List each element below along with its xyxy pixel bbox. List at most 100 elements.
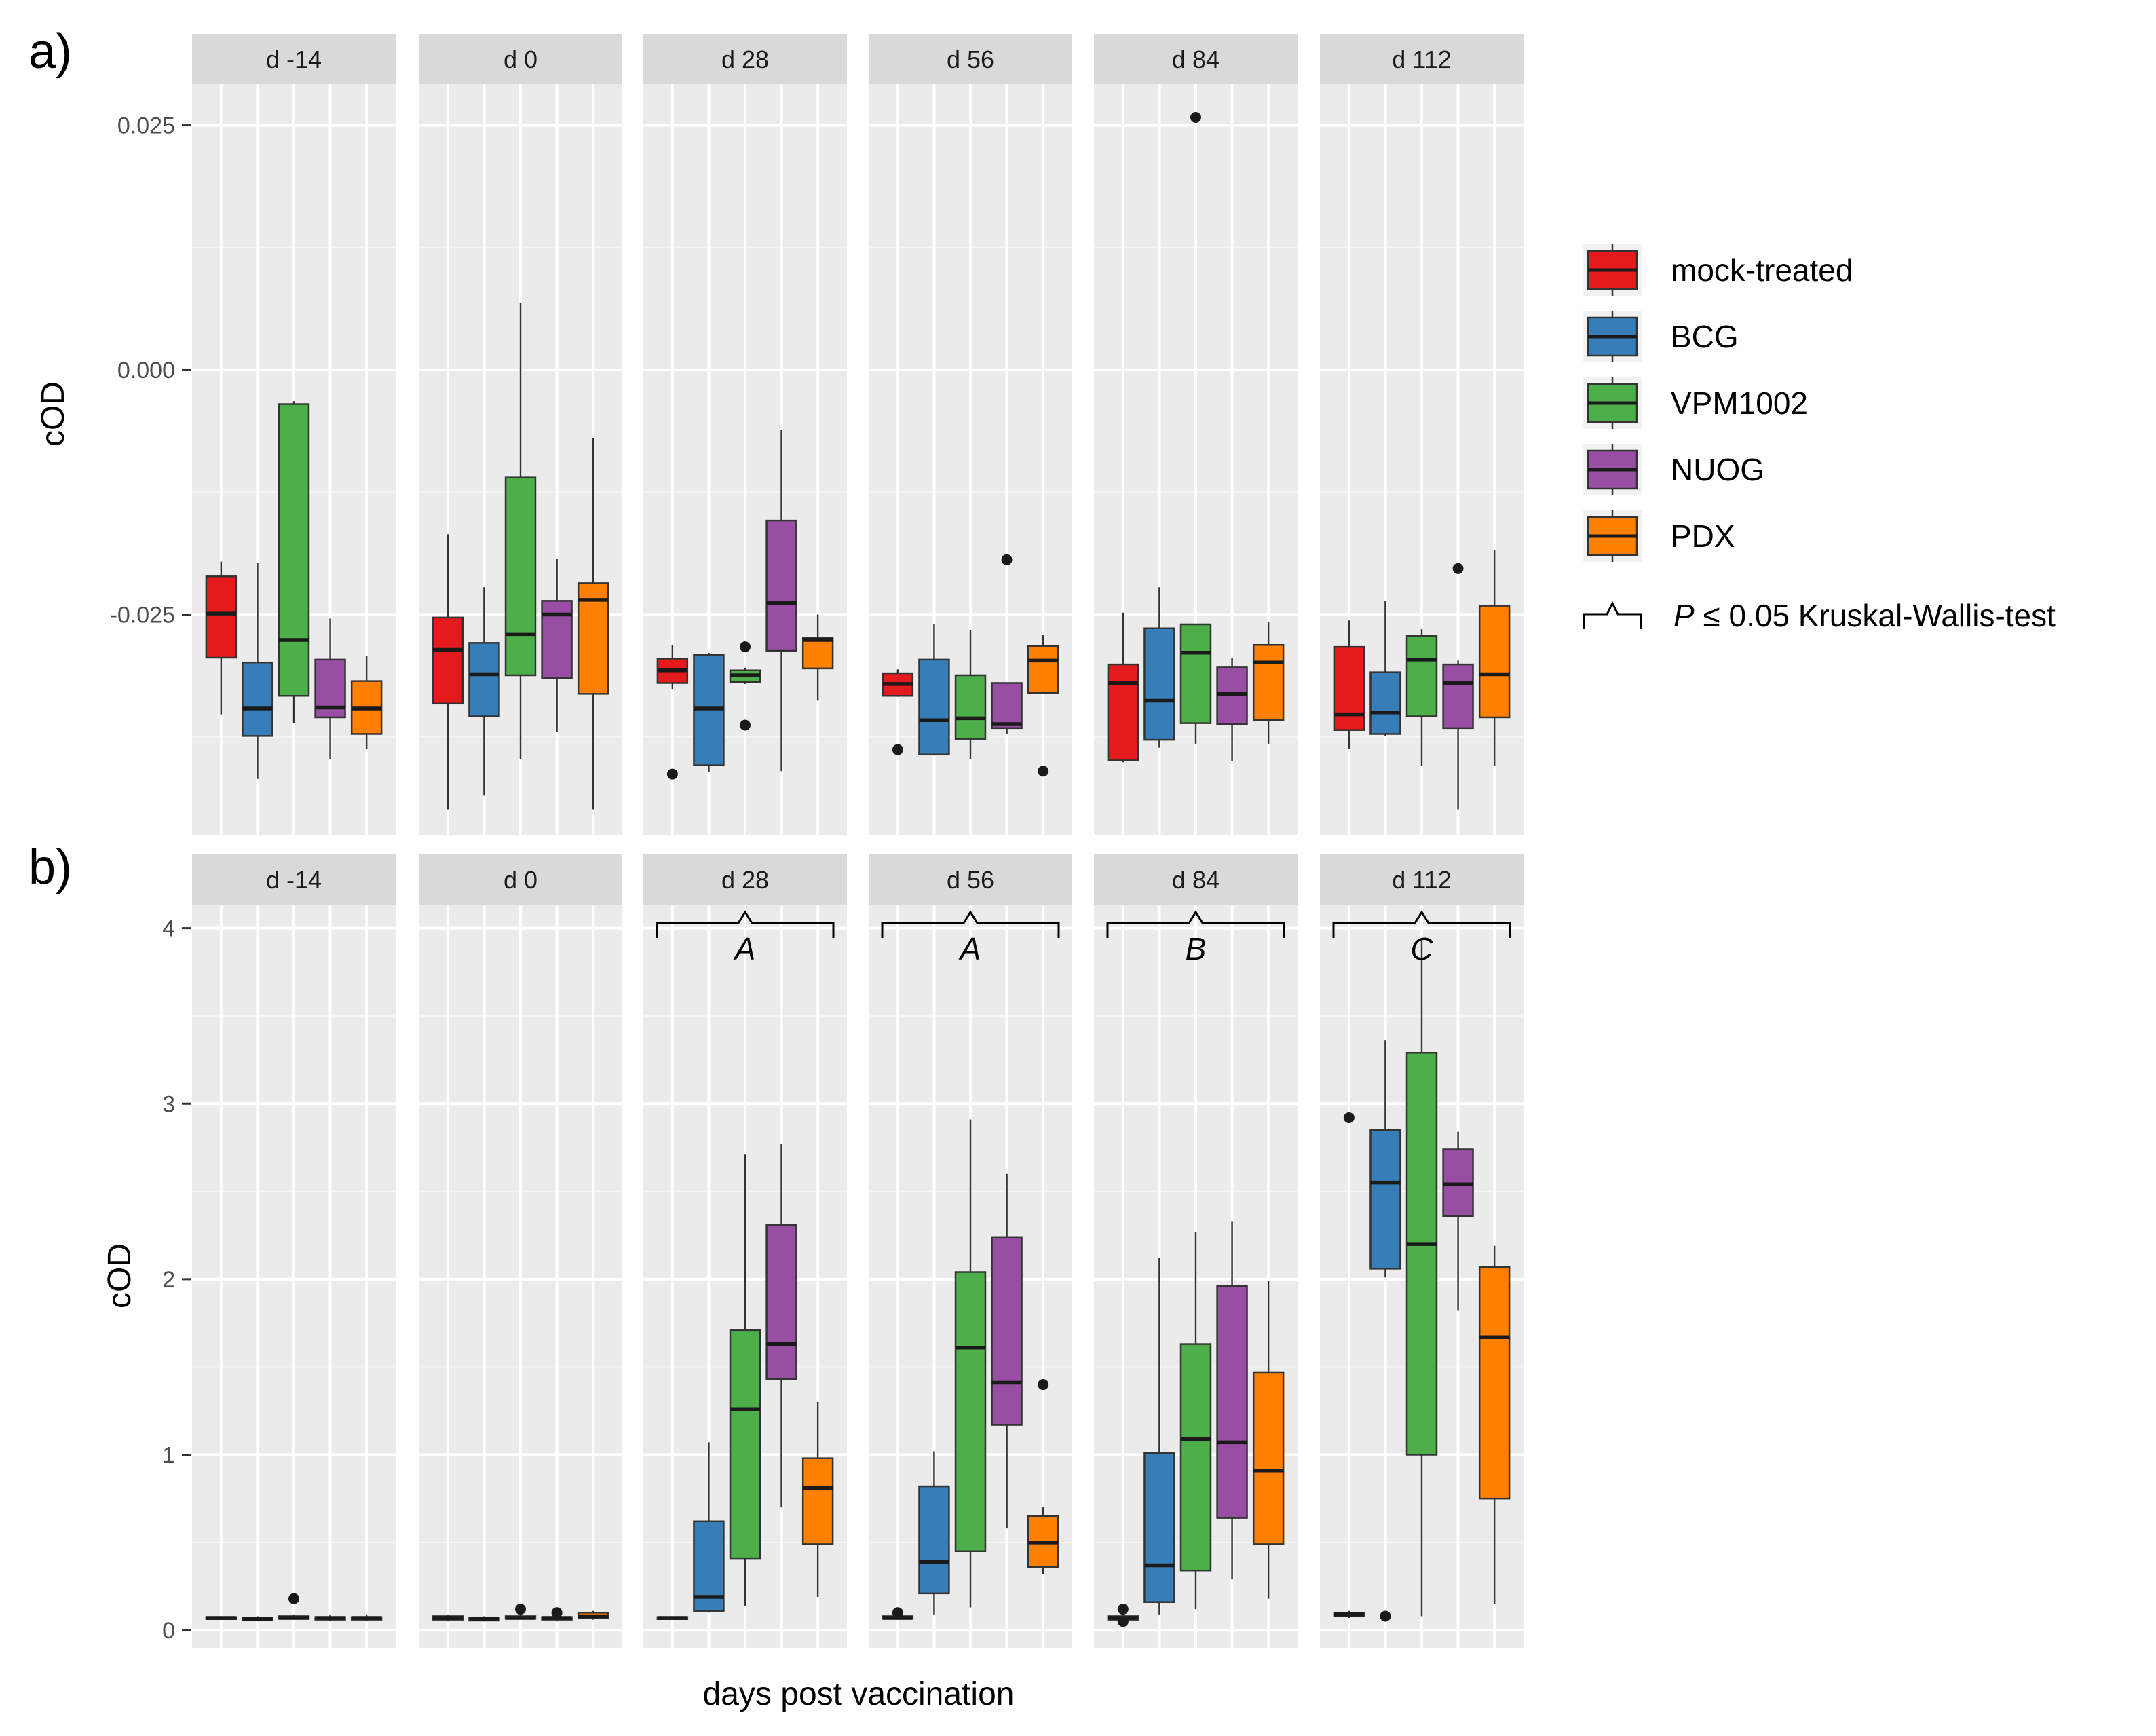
facet-strip [1094,854,1298,905]
box-iqr [765,519,797,652]
significance-letter: A [958,931,981,966]
facet-label: d -14 [266,866,322,894]
panel-b-label: b) [29,840,72,894]
box-iqr [1107,663,1139,761]
facet-strip [643,854,847,905]
facet-strip [869,34,1072,84]
legend-significance-label: ≤ 0.05 Kruskal-Wallis-test [1695,598,2056,633]
legend-label: NUOG [1671,452,1764,487]
y-tick-label: 2 [162,1267,175,1293]
box-iqr [468,642,500,717]
legend: mock-treated BCG VPM1002 NUOG PDX P ≤ 0.05 Kr… [1583,244,2056,633]
facet-label: d 28 [721,866,769,894]
facet-strip [643,34,847,84]
box-mock-treated [1333,620,1365,749]
facet-b-5: d 84 B [1094,854,1298,1648]
box-nuog [991,1173,1023,1529]
facet-strip [192,34,396,84]
box-bcg [468,1616,500,1622]
box-iqr [918,1485,950,1595]
legend-label: VPM1002 [1671,385,1808,421]
box-iqr [1478,605,1511,719]
box-iqr [1252,1371,1285,1545]
box-pdx [1027,1379,1059,1574]
box-iqr [1027,645,1059,694]
box-nuog [991,554,1023,734]
box-pdx [801,614,834,701]
outlier-point [1038,1379,1049,1391]
box-iqr [504,476,537,677]
box-nuog [765,1144,797,1508]
facet-label: d 56 [947,866,994,894]
facet-b-4: d 56 A [869,854,1072,1648]
legend-item-pdx: PDX [1583,510,1735,562]
significance-letter: C [1410,931,1433,966]
box-vpm1002 [954,1119,987,1608]
facet-label: d -14 [266,45,322,73]
legend-bracket-icon [1583,601,1642,629]
box-bcg [468,587,500,796]
box-pdx [1478,1245,1511,1604]
y-tick-label: 4 [162,916,175,942]
box-bcg [1369,601,1401,736]
significance-letter: B [1186,931,1207,966]
box-iqr [1478,1266,1511,1500]
y-tick-label: 0 [162,1618,175,1644]
y-tick-label: 3 [162,1091,175,1117]
box-pdx [1027,635,1059,777]
legend-label: BCG [1671,319,1739,354]
outlier-point [892,744,903,755]
box-iqr [991,682,1023,730]
box-iqr [954,1271,987,1553]
box-bcg [918,624,950,756]
box-mock-treated [656,1616,689,1620]
legend-item-nuog: NUOG [1583,444,1764,495]
box-iqr [1179,623,1212,724]
box-iqr [918,658,950,756]
facet-strip [1094,34,1298,84]
panel-a-plot: d -14 d 0 d 28 d 56 d 84 d 112 -0.025 0.000 0.02… [110,34,1524,835]
box-iqr [954,674,987,740]
facet-label: d 112 [1392,866,1451,894]
panel-b-xlabel: days post vaccination [703,1676,1015,1712]
legend-significance-p: P [1673,598,1695,633]
box-iqr [1252,644,1285,721]
box-nuog [1442,1131,1474,1311]
outlier-point [740,719,751,731]
outlier-point [551,1607,563,1619]
significance-bracket [656,910,835,938]
box-iqr [1405,635,1438,717]
facet-label: d 0 [504,866,537,894]
box-nuog [1216,1221,1248,1580]
outlier-point [1117,1616,1129,1627]
legend-item-vpm1002: VPM1002 [1583,377,1808,429]
box-iqr [1179,1343,1212,1572]
outlier-point [1038,766,1049,777]
box-mock-treated [656,645,689,780]
box-vpm1002 [729,641,761,731]
box-bcg [693,652,725,772]
panel-b-ylabel: cOD [102,1243,138,1308]
legend-significance: P ≤ 0.05 Kruskal-Wallis-test [1583,598,2056,633]
box-mock-treated [432,534,464,810]
legend-label: mock-treated [1671,252,1853,288]
outlier-point [1117,1604,1129,1615]
facet-label: d 84 [1172,866,1219,894]
box-iqr [729,1329,761,1560]
box-nuog [765,430,797,772]
outlier-point [288,1593,299,1604]
box-iqr [991,1236,1023,1426]
box-iqr [1216,666,1248,725]
box-vpm1002 [1405,629,1438,767]
box-iqr [1216,1285,1248,1519]
y-tick-label: -0.025 [110,603,175,628]
outlier-point [666,768,678,780]
box-pdx [577,1610,609,1620]
panel-a-ylabel: cOD [35,381,71,447]
facet-b-3: d 28 A [643,854,847,1648]
facet-label: d 56 [947,45,994,73]
facet-label: d 112 [1392,45,1451,73]
box-nuog [1442,563,1474,810]
facet-a-5: d 84 [1094,34,1298,835]
box-vpm1002 [1179,1232,1212,1610]
